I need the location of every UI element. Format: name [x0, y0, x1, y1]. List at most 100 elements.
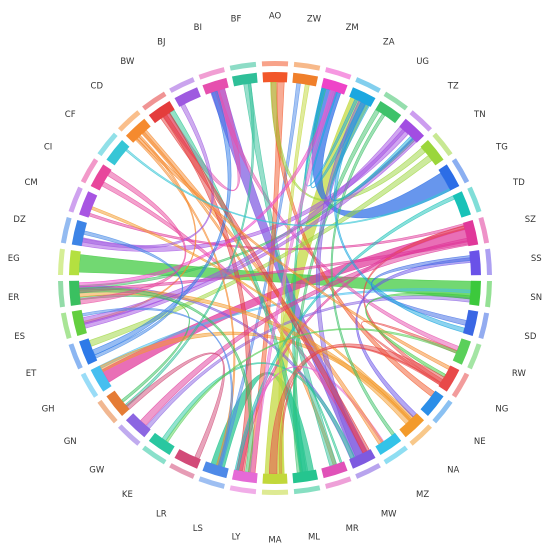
- label-sd: SD: [524, 332, 536, 342]
- label-bw: BW: [120, 57, 135, 67]
- ribbon-bw-mw: [160, 114, 370, 454]
- label-tn: TN: [473, 110, 486, 120]
- arc-tz: [399, 118, 425, 143]
- arc-gw: [125, 413, 151, 438]
- ribbon-mw-za: [315, 100, 367, 457]
- label-sz: SZ: [525, 215, 536, 225]
- arc-ls: [202, 461, 229, 479]
- label-cd: CD: [91, 81, 104, 91]
- label-mw: MW: [381, 510, 397, 520]
- ribbon-ke-mw: [161, 362, 356, 460]
- label-tg: TG: [495, 143, 508, 153]
- arc-bw: [148, 101, 175, 124]
- arc-er: [69, 280, 81, 306]
- band-gh: [80, 372, 99, 398]
- label-zw: ZW: [307, 14, 322, 24]
- arc-lr: [174, 449, 201, 469]
- arc-cd: [125, 118, 151, 143]
- band-bf: [229, 61, 257, 71]
- label-bj: BJ: [157, 37, 165, 47]
- arc-sn: [469, 280, 481, 306]
- band-gw: [118, 424, 141, 446]
- band-eg: [58, 248, 65, 276]
- label-bi: BI: [194, 23, 202, 33]
- label-ly: LY: [232, 533, 242, 543]
- band-na: [409, 424, 432, 446]
- label-ke: KE: [122, 490, 133, 500]
- label-rw: RW: [512, 369, 527, 379]
- label-dz: DZ: [13, 215, 26, 225]
- label-er: ER: [8, 293, 19, 303]
- label-cm: CM: [24, 178, 37, 188]
- band-mr: [325, 476, 352, 489]
- arc-ne: [420, 390, 444, 416]
- arc-tg: [438, 164, 460, 191]
- arc-bi: [202, 77, 229, 95]
- band-mz: [383, 445, 408, 465]
- label-gh: GH: [42, 405, 55, 415]
- ribbon-ly-zm: [249, 89, 336, 474]
- arc-td: [452, 191, 471, 218]
- band-zm: [325, 67, 352, 80]
- band-gn: [97, 399, 118, 424]
- label-mr: MR: [346, 524, 359, 534]
- arc-ao: [262, 72, 288, 83]
- band-sz: [478, 216, 490, 244]
- arc-na: [399, 413, 425, 438]
- band-mw: [355, 463, 381, 479]
- label-ug: UG: [416, 57, 429, 67]
- band-ls: [198, 476, 225, 489]
- band-ng: [451, 372, 470, 398]
- arc-za: [349, 87, 376, 107]
- band-lr: [169, 463, 195, 479]
- label-ng: NG: [495, 405, 508, 415]
- band-za: [355, 77, 381, 93]
- country-labels: AO ZW ZM ZA UG TZ TN TG TD SZ SS SN SD RW NG NE NA MZ MW MR…: [8, 12, 542, 546]
- arc-ma: [262, 473, 288, 484]
- band-sd: [478, 312, 490, 340]
- band-cd: [118, 110, 141, 132]
- label-sn: SN: [530, 293, 542, 303]
- arc-ng: [438, 365, 460, 392]
- label-cf: CF: [65, 110, 76, 120]
- band-ss: [485, 248, 492, 276]
- country-arcs: [58, 61, 492, 495]
- band-ml: [293, 485, 321, 495]
- arc-eg: [69, 250, 81, 276]
- label-es: ES: [14, 332, 25, 342]
- arc-gn: [106, 390, 130, 416]
- arc-gh: [90, 365, 112, 392]
- band-ne: [432, 399, 453, 424]
- arc-dz: [71, 220, 87, 247]
- label-ci: CI: [44, 143, 52, 153]
- label-et: ET: [26, 369, 37, 379]
- band-cf: [97, 132, 118, 157]
- band-er: [58, 280, 65, 308]
- band-zw: [293, 61, 321, 71]
- band-bj: [169, 77, 195, 93]
- band-et: [68, 343, 83, 370]
- band-tg: [451, 158, 470, 184]
- arc-mz: [375, 432, 402, 455]
- arc-ug: [375, 101, 402, 124]
- label-za: ZA: [383, 37, 395, 47]
- arc-zw: [292, 72, 319, 87]
- band-dz: [60, 216, 72, 244]
- label-ao: AO: [269, 12, 282, 22]
- arc-et: [79, 338, 98, 365]
- band-ke: [142, 445, 167, 465]
- label-ma: MA: [268, 536, 281, 546]
- ribbon-ls-zw: [217, 82, 301, 468]
- label-gn: GN: [64, 437, 77, 447]
- ribbon-lr-gn: [125, 352, 226, 460]
- label-zm: ZM: [346, 23, 359, 33]
- label-ml: ML: [308, 533, 320, 543]
- band-ug: [383, 91, 408, 111]
- band-bi: [198, 67, 225, 80]
- label-na: NA: [447, 466, 459, 476]
- arc-cf: [106, 140, 130, 166]
- arc-bf: [231, 72, 258, 87]
- arc-ke: [148, 432, 175, 455]
- label-ne: NE: [474, 437, 486, 447]
- arc-ml: [292, 469, 319, 484]
